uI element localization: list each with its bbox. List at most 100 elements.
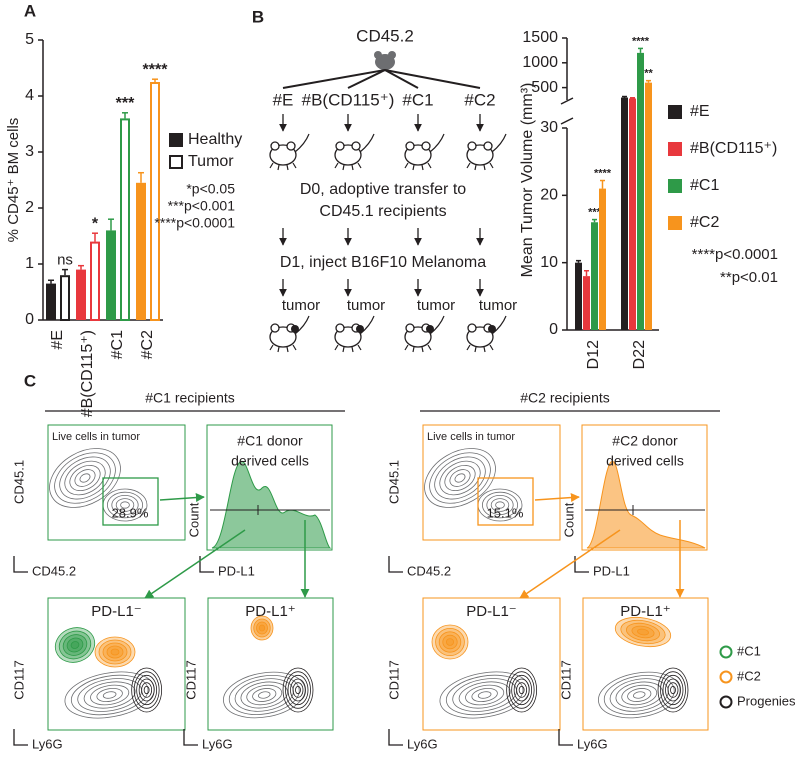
contour [106,645,124,659]
axis-arrow [558,729,573,746]
legend-swatch [668,216,682,230]
y-tick-label: 500 [531,79,558,96]
mouse-legs [334,162,362,171]
contour [223,671,306,719]
contour [445,674,524,716]
contour [458,681,511,709]
contour [250,615,274,641]
step-text: D1, inject B16F10 Melanoma [280,254,486,271]
plot-title: #C1 donor [237,433,303,449]
contour [246,684,283,706]
bar [621,97,628,331]
plot-title: Live cells in tumor [427,431,515,443]
contour [637,628,649,636]
mouse-legs [334,344,362,353]
axis-break [560,117,574,125]
axis-label: Ly6G [577,736,608,751]
legend-marker [719,645,733,659]
contour [665,678,681,702]
axis-label: Count [561,502,576,537]
contour [79,473,91,483]
gate-arrow [159,493,205,503]
contour [115,498,135,512]
contour [143,685,150,695]
contour [516,682,528,698]
significance: *** [588,206,602,218]
contour [424,448,496,508]
y-tick-label: 30 [540,119,558,136]
mouse-tail [359,133,375,153]
group-label: #E [273,90,294,109]
mouse-ear [270,141,280,151]
plot-title: PD-L1⁺ [620,603,670,620]
contour [429,452,491,504]
y-tick-label: 4 [25,87,34,104]
plot-title: Live cells in tumor [52,431,140,443]
gate [477,477,534,526]
legend-label: #B(CD115⁺) [690,140,777,157]
mouse-tail [429,133,445,153]
axis-arrow [13,556,28,573]
bar [150,82,160,321]
contour [633,691,646,699]
x-tick-label: #B(CD115⁺) [79,330,96,417]
contour [133,671,160,709]
significance: * [92,215,99,232]
contour [442,634,458,650]
gate-arrow [519,529,621,599]
mouse-tail [491,133,507,153]
bar [120,118,130,322]
plot-title: PD-L1⁻ [466,603,516,620]
p-value-note: **p<0.01 [720,269,778,286]
legend-label: #C1 [690,177,719,194]
significance: ns [57,252,73,269]
contour [131,667,163,713]
contour [70,674,149,716]
x-tick-label: D22 [631,340,648,369]
axis-label: CD117 [11,660,26,700]
axis-label: CD45.1 [11,460,26,504]
p-value-note: ****p<0.0001 [692,246,778,263]
contour [513,678,530,702]
contour [102,691,117,699]
panel-label: A [24,1,36,20]
contour [660,671,686,709]
contour [621,684,658,706]
plot-title: #C2 donor [612,433,678,449]
tumor [426,325,434,333]
y-tick-label: 0 [549,321,558,338]
bar [76,269,86,320]
contour [290,678,306,702]
mouse-tail [294,133,310,153]
plot-title: PD-L1⁺ [245,603,295,620]
outcome-label: tumor [347,297,385,314]
bar [645,82,652,330]
axis-break [560,97,574,105]
contour [83,681,136,709]
bar [599,188,606,330]
contour [292,682,304,698]
contour [120,501,130,509]
tumor [291,325,299,333]
gate-line [585,505,705,515]
bar [60,275,70,322]
contour [141,682,153,698]
x-tick-label: #C1 [109,330,126,359]
contour [136,674,158,706]
gate [102,477,159,526]
bar [583,276,590,330]
p-value-note: ***p<0.001 [168,198,236,214]
axis-arrow [388,729,403,746]
contour [96,688,123,702]
histogram [211,460,332,549]
contour [74,469,96,487]
contour [94,636,136,668]
branch [384,69,481,89]
axis-label: Ly6G [407,736,438,751]
mouse-legs [404,344,432,353]
y-tick-label: 0 [25,311,34,328]
axis-arrow [388,556,403,573]
bar [106,230,116,320]
contour [481,491,518,519]
